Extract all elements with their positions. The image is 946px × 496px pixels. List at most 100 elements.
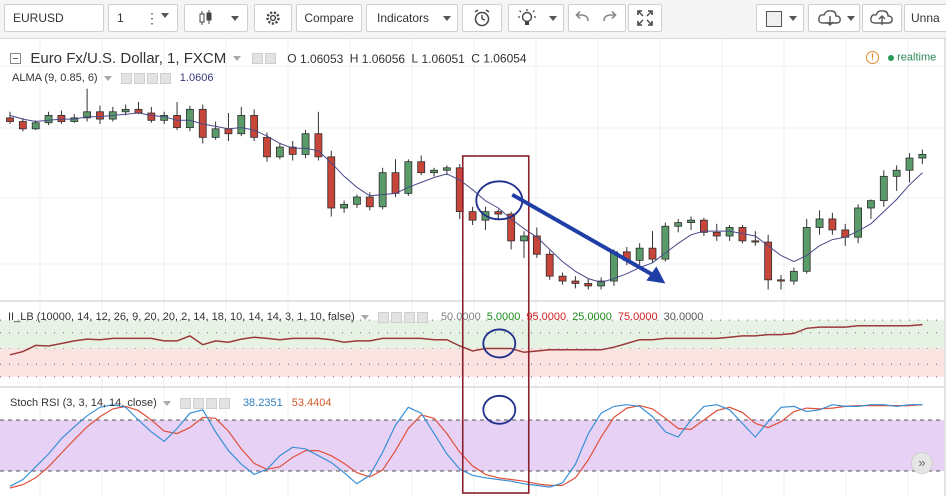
- eye-icon[interactable]: [377, 311, 389, 323]
- candle-body: [661, 225, 670, 260]
- chevron-down-icon[interactable]: [162, 400, 171, 406]
- more-vertical-icon: ⋮: [145, 10, 159, 26]
- candle: [841, 223, 850, 246]
- candle: [687, 216, 695, 230]
- chevron-down-icon: [847, 16, 855, 21]
- candle-body: [83, 111, 91, 119]
- candle: [802, 218, 811, 274]
- ohlc-high-value: 1.06056: [361, 51, 406, 66]
- candle: [391, 159, 400, 198]
- candle-body: [532, 235, 541, 255]
- candle: [571, 276, 580, 289]
- layout-name-button[interactable]: Unna: [904, 4, 946, 32]
- candle: [173, 102, 181, 131]
- candle: [340, 200, 349, 213]
- candle: [468, 206, 477, 226]
- ll-lower-band: [0, 348, 944, 377]
- bulb-icon: [518, 9, 536, 25]
- compare-button[interactable]: Compare: [296, 4, 362, 32]
- gear-icon[interactable]: [264, 53, 276, 64]
- candle-body: [584, 283, 593, 287]
- alma-legend: ALMA (9, 0.85, 6) 1.0606: [12, 72, 213, 84]
- candle-body: [31, 122, 40, 130]
- scroll-to-realtime-button[interactable]: »: [911, 452, 933, 474]
- candle-body: [211, 128, 220, 138]
- ll-value: 50.0000: [440, 311, 481, 324]
- candle: [237, 106, 246, 137]
- settings-button[interactable]: [254, 4, 292, 32]
- gear-icon[interactable]: [133, 72, 145, 84]
- candle-body: [494, 211, 503, 215]
- candle-body: [430, 169, 438, 174]
- candle: [828, 212, 837, 235]
- load-layout-button[interactable]: [808, 4, 860, 32]
- plus-icon[interactable]: [403, 311, 415, 323]
- undo-icon[interactable]: [573, 9, 591, 27]
- highlight-rectangle: [461, 155, 530, 494]
- candle: [134, 102, 143, 115]
- square-icon: [766, 11, 782, 27]
- plus-icon[interactable]: [146, 72, 158, 84]
- candle: [430, 167, 438, 177]
- candlestick-series: [6, 88, 927, 290]
- candle: [481, 206, 490, 230]
- fullscreen-button[interactable]: [628, 4, 662, 32]
- gear-icon[interactable]: [390, 311, 402, 323]
- minus-box-icon[interactable]: [10, 53, 21, 64]
- candle: [867, 199, 875, 219]
- layout-name: Unna: [911, 11, 940, 25]
- candle-body: [301, 133, 310, 155]
- color-theme-button[interactable]: [756, 4, 804, 32]
- candle: [96, 105, 104, 124]
- candle-body: [391, 172, 400, 194]
- symbol-search[interactable]: EURUSD: [4, 4, 104, 32]
- stoch-rsi-label: Stoch RSI (3, 3, 14, 14, close): [10, 397, 157, 410]
- alert-button[interactable]: [462, 4, 502, 32]
- drawings: [461, 155, 666, 494]
- close-icon[interactable]: [218, 397, 230, 409]
- candle: [404, 159, 413, 196]
- circle-marker: [482, 394, 517, 425]
- double-chevron-right-icon: »: [918, 455, 926, 470]
- alma-value: 1.0606: [179, 72, 214, 85]
- chart-canvas[interactable]: [0, 38, 946, 496]
- redo-icon[interactable]: [601, 9, 619, 27]
- indicators-button[interactable]: Indicators: [366, 4, 458, 32]
- close-icon[interactable]: [159, 72, 171, 84]
- chart-type-button[interactable]: [184, 4, 248, 32]
- candle-body: [674, 222, 683, 227]
- candle-body: [892, 169, 901, 177]
- plus-icon[interactable]: [205, 397, 217, 409]
- chevron-down-icon[interactable]: [103, 75, 112, 81]
- save-layout-button[interactable]: [862, 4, 902, 32]
- close-icon[interactable]: [416, 311, 428, 323]
- candle: [211, 121, 220, 140]
- eye-icon[interactable]: [179, 397, 191, 409]
- chevron-down-icon[interactable]: [232, 56, 241, 61]
- circle-marker: [482, 328, 517, 359]
- candle: [301, 130, 310, 159]
- candle-body: [777, 279, 785, 282]
- ll-value: 25.0000: [572, 311, 612, 324]
- candle-body: [828, 218, 837, 231]
- gear-icon[interactable]: [192, 397, 204, 409]
- candle: [365, 192, 374, 211]
- ll-value: 75.0000: [617, 311, 658, 324]
- gear-icon: [266, 11, 280, 25]
- candle: [185, 105, 194, 132]
- compare-label: Compare: [304, 11, 354, 25]
- candle: [674, 218, 683, 233]
- candle: [635, 243, 644, 266]
- eye-icon[interactable]: [120, 72, 132, 84]
- ideas-button[interactable]: [508, 4, 564, 32]
- candle-body: [918, 154, 927, 159]
- interval-select[interactable]: 1 ⋮: [108, 4, 178, 32]
- warning-icon[interactable]: !: [866, 51, 879, 64]
- ll-value: 5.0000: [486, 311, 521, 324]
- eye-icon[interactable]: [251, 53, 263, 64]
- candles-icon: [199, 10, 212, 25]
- candle: [44, 111, 53, 126]
- ohlc-low-label: L: [411, 51, 419, 66]
- realtime-indicator: ! realtime: [866, 51, 936, 64]
- chevron-down-icon[interactable]: [360, 314, 369, 320]
